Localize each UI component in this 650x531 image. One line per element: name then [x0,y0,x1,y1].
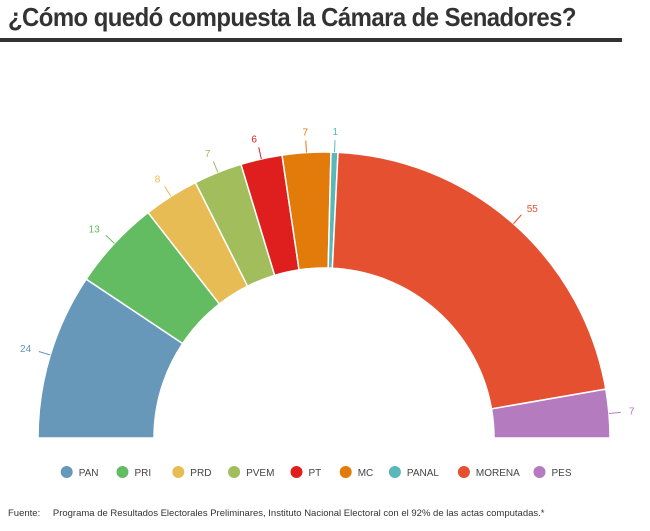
leader-morena [513,214,522,225]
data-label-mc: 7 [302,128,308,139]
leader-prd [164,185,172,197]
leader-pes [608,411,621,414]
legend-label-pes: PES [552,468,572,479]
source-note: Fuente: Programa de Resultados Electoral… [8,508,608,519]
source-text: Programa de Resultados Electorales Preli… [52,508,545,519]
legend-marker-prd [172,466,185,478]
legend-label-pan: PAN [79,468,99,479]
chart-data-labels: 24 13 8 7 6 7 1 55 7 [20,127,635,418]
leader-pvem [212,161,219,173]
data-label-pan: 24 [20,344,32,355]
legend-marker-panal [388,466,401,478]
senate-composition-chart: 24 13 8 7 6 7 1 55 7 PAN PRI PRD PVEM PT MC PANAL MOREN… [20,127,635,479]
data-label-pri: 13 [89,225,101,236]
legend-marker-pan [60,466,73,478]
data-label-pt: 6 [251,134,257,145]
slice-morena [331,151,607,410]
chart-legend: PAN PRI PRD PVEM PT MC PANAL MORENA PES [60,466,572,479]
legend-marker-pt [290,466,303,478]
legend-label-pt: PT [309,468,322,479]
leader-pan [38,351,51,356]
legend-label-pvem: PVEM [246,468,274,479]
data-label-morena: 55 [527,204,539,215]
legend-marker-mc [339,466,352,478]
data-label-prd: 8 [155,174,161,185]
legend-label-panal: PANAL [407,468,439,479]
legend-marker-morena [457,466,470,478]
legend-label-prd: PRD [190,468,211,479]
chart-slices [37,151,611,439]
legend-label-morena: MORENA [476,468,520,479]
legend-label-pri: PRI [135,468,152,479]
legend-marker-pri [116,466,129,478]
title-rule [0,38,622,42]
chart-title: ¿Cómo quedó compuesta la Cámara de Senad… [8,2,577,32]
data-label-pvem: 7 [205,149,211,160]
legend-marker-pvem [228,466,241,478]
source-label: Fuente: [8,508,41,519]
slice-pes [490,388,611,439]
data-label-panal: 1 [332,127,338,138]
leader-pri [105,234,115,244]
leader-pt [258,147,262,160]
leader-mc [305,140,307,153]
legend-label-mc: MC [358,468,374,479]
legend-marker-pes [533,466,546,478]
data-label-pes: 7 [629,407,635,418]
